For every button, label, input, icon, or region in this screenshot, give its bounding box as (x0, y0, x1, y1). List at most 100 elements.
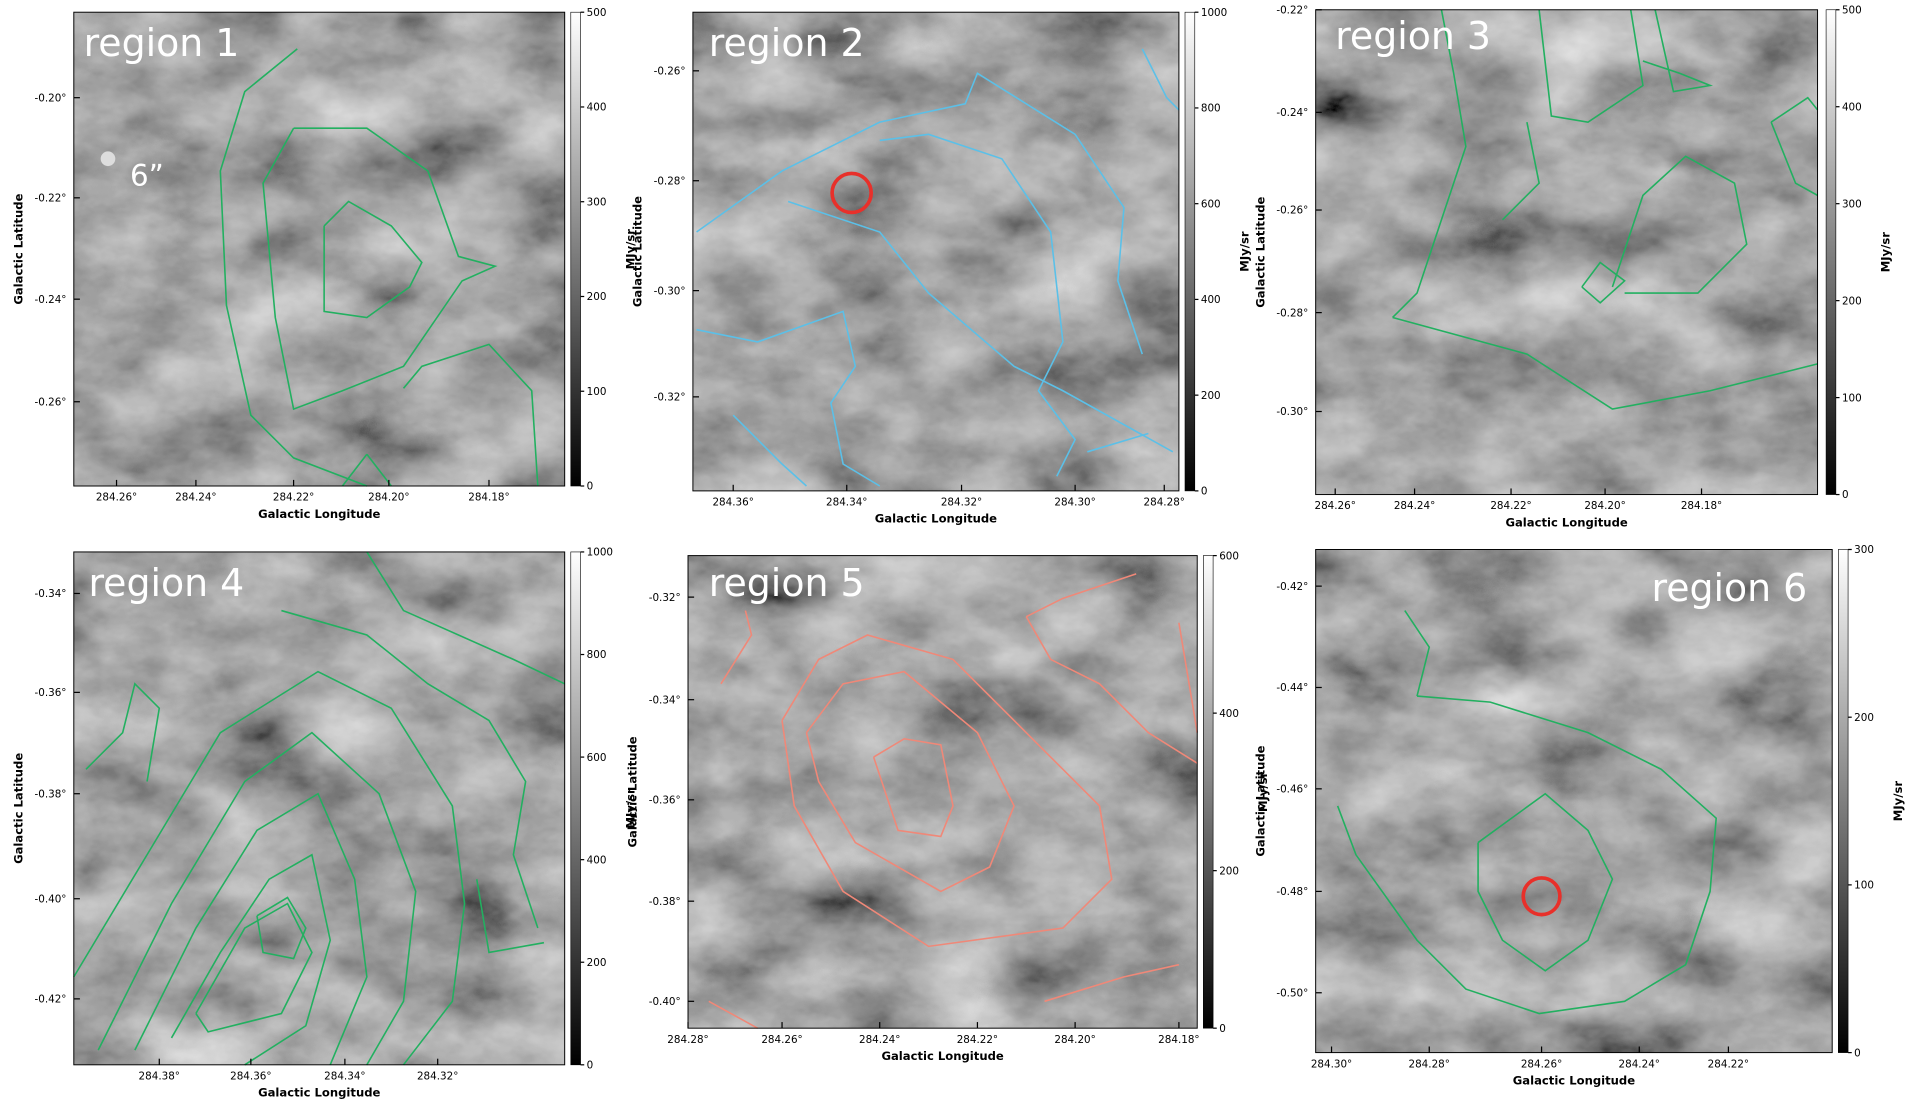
colorbar-tick-label: 600 (1219, 550, 1239, 562)
panel: region 5284.28°284.26°284.24°284.22°284.… (626, 550, 1270, 1063)
x-axis-label: Galactic Longitude (1513, 1073, 1635, 1087)
colorbar-tick-label: 0 (587, 481, 594, 493)
region-label: region 5 (709, 561, 865, 605)
x-tick-label: 284.20° (1054, 1034, 1095, 1046)
x-tick-label: 284.28° (1144, 497, 1185, 509)
y-tick-label: -0.22° (34, 192, 66, 204)
region-label: region 3 (1335, 14, 1491, 58)
region-label: region 6 (1651, 566, 1807, 610)
colorbar-tick-label: 400 (587, 102, 607, 114)
colorbar-tick-label: 400 (1842, 101, 1862, 113)
x-tick-label: 284.18° (1681, 500, 1722, 512)
colorbar-tick-label: 200 (1201, 390, 1221, 402)
x-axis-label: Galactic Longitude (258, 1086, 380, 1099)
colorbar-tick-label: 100 (1842, 392, 1862, 404)
colorbar (1826, 10, 1836, 495)
region-label: region 2 (709, 21, 865, 65)
x-tick-label: 284.38° (139, 1070, 180, 1082)
x-tick-label: 284.26° (1521, 1058, 1562, 1070)
image (1316, 550, 1833, 1053)
x-tick-label: 284.24° (1619, 1058, 1660, 1070)
panel: region 3 284.26° 284.24° 284.22° 284.20° 284.… (1253, 4, 1892, 529)
x-tick-label: 284.24° (859, 1034, 900, 1046)
x-tick-label: 284.26° (761, 1034, 802, 1046)
y-tick-label: -0.32° (654, 392, 686, 404)
y-tick-label: -0.48° (1276, 886, 1308, 898)
y-tick-label: -0.26° (1276, 205, 1308, 217)
y-tick-label: -0.24° (1276, 107, 1308, 119)
colorbar-tick-label: 400 (1219, 708, 1239, 720)
image (688, 556, 1197, 1029)
y-tick-label: -0.36° (34, 687, 66, 699)
colorbar-tick-label: 600 (1201, 198, 1221, 210)
figure: region 1 6” 284.26° 284.24° 284.22° 284.20° 28… (0, 0, 1906, 1099)
colorbar-tick-label: 200 (1219, 865, 1239, 877)
y-tick-label: -0.24° (34, 294, 66, 306)
panel: region 6284.30°284.28°284.26°284.24°284.… (1253, 544, 1904, 1087)
image (1316, 10, 1818, 495)
image (693, 12, 1179, 491)
y-tick-label: -0.42° (1276, 581, 1308, 593)
x-tick-label: 284.30° (1311, 1058, 1352, 1070)
colorbar-tick-label: 100 (587, 386, 607, 398)
x-axis-label: Galactic Longitude (881, 1049, 1003, 1063)
colorbar-tick-label: 800 (587, 649, 607, 661)
y-tick-label: -0.30° (654, 285, 686, 297)
y-tick-label: -0.30° (1276, 406, 1308, 418)
x-tick-label: 284.26° (1314, 500, 1355, 512)
y-axis-label: Galactic Latitude (12, 753, 26, 864)
x-tick-label: 284.36° (230, 1070, 271, 1082)
colorbar-tick-label: 500 (1842, 4, 1862, 16)
x-tick-label: 284.18° (1158, 1034, 1199, 1046)
region-label: region 1 (84, 21, 240, 65)
y-tick-label: -0.40° (649, 996, 681, 1008)
region-label: region 4 (88, 561, 244, 605)
y-tick-label: -0.34° (649, 694, 681, 706)
colorbar (571, 12, 581, 486)
y-tick-label: -0.20° (34, 92, 66, 104)
colorbar-tick-label: 300 (587, 196, 607, 208)
x-tick-label: 284.24° (175, 492, 216, 504)
colorbar-tick-label: 800 (1201, 103, 1221, 115)
x-tick-label: 284.22° (1490, 500, 1531, 512)
y-tick-label: -0.46° (1276, 784, 1308, 796)
colorbar-tick-label: 300 (1854, 544, 1874, 556)
colorbar-tick-label: 200 (1854, 712, 1874, 724)
image (74, 12, 565, 486)
x-tick-label: 284.34° (826, 497, 867, 509)
y-tick-label: -0.26° (34, 396, 66, 408)
colorbar-tick-label: 400 (1201, 294, 1221, 306)
x-tick-label: 284.24° (1394, 500, 1435, 512)
y-tick-label: -0.28° (1276, 307, 1308, 319)
y-axis-label: Galactic Latitude (626, 736, 640, 847)
colorbar-label: MJy/sr (1879, 232, 1893, 273)
colorbar-tick-label: 1000 (1201, 7, 1227, 19)
colorbar-tick-label: 0 (1854, 1047, 1861, 1059)
colorbar-tick-label: 0 (1219, 1023, 1226, 1035)
colorbar-tick-label: 200 (587, 957, 607, 969)
colorbar-tick-label: 600 (587, 752, 607, 764)
beam-label: 6” (130, 159, 164, 193)
x-tick-label: 284.18° (468, 492, 509, 504)
colorbar-tick-label: 0 (1201, 486, 1208, 498)
panel: region 16”284.26°284.24°284.22°284.20°28… (12, 7, 638, 521)
x-tick-label: 284.20° (1584, 500, 1625, 512)
y-tick-label: -0.38° (649, 896, 681, 908)
x-tick-label: 284.32° (941, 497, 982, 509)
y-axis-label: Galactic Latitude (12, 193, 26, 304)
colorbar-tick-label: 500 (587, 7, 607, 19)
x-tick-label: 284.26° (96, 492, 137, 504)
colorbar (1838, 550, 1848, 1053)
colorbar (571, 552, 581, 1065)
colorbar-tick-label: 200 (1842, 295, 1862, 307)
x-axis-label: Galactic Longitude (1505, 515, 1627, 529)
colorbar (1203, 556, 1213, 1029)
y-tick-label: -0.36° (649, 794, 681, 806)
beam (101, 151, 116, 166)
x-axis-label: Galactic Longitude (258, 507, 380, 521)
x-tick-label: 284.22° (957, 1034, 998, 1046)
y-tick-label: -0.44° (1276, 682, 1308, 694)
panel: region 4284.38°284.36°284.34°284.32°-0.3… (12, 547, 638, 1099)
colorbar-tick-label: 300 (1842, 198, 1862, 210)
colorbar-tick-label: 0 (1842, 489, 1849, 501)
